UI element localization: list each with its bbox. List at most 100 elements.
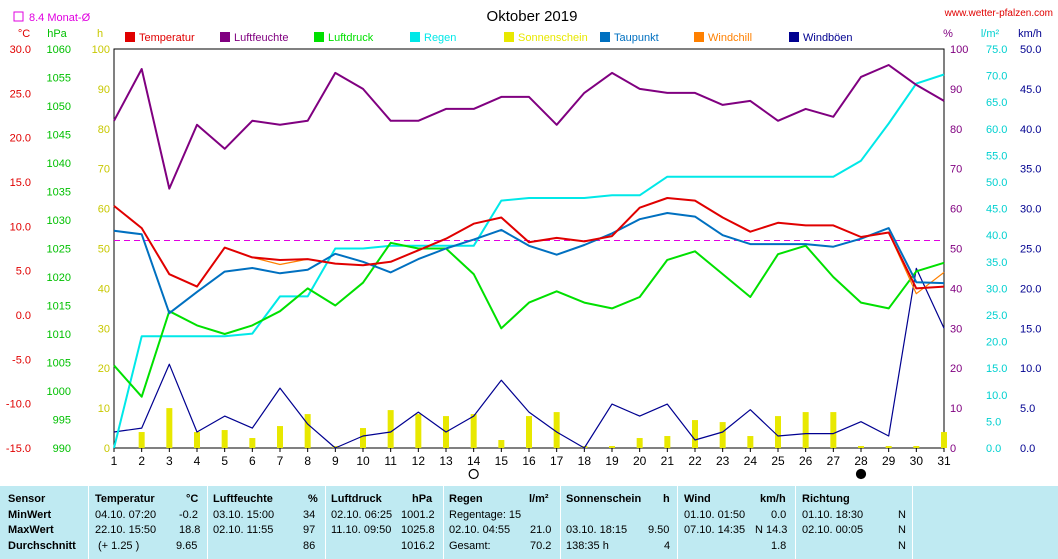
x-tick-label: 28 bbox=[854, 454, 868, 468]
legend-label-windchill: Windchill bbox=[708, 32, 752, 44]
tick-label-lm2: 15.0 bbox=[986, 363, 1007, 375]
max-hum-val: 97 bbox=[303, 524, 316, 536]
tick-label-hours: 40 bbox=[98, 283, 110, 295]
tick-label-celsius: 30.0 bbox=[10, 44, 31, 56]
tick-label-kmh: 40.0 bbox=[1020, 124, 1041, 136]
max-wind-time: 07.10. 14:35 bbox=[684, 524, 746, 536]
sunshine-bar bbox=[526, 416, 532, 448]
tick-label-hpa: 1030 bbox=[47, 215, 71, 227]
x-tick-label: 30 bbox=[910, 454, 924, 468]
tick-label-celsius: -10.0 bbox=[6, 399, 31, 411]
average-legend-icon bbox=[13, 11, 24, 22]
sunshine-bar bbox=[802, 412, 809, 448]
x-tick-label: 13 bbox=[439, 454, 453, 468]
tick-label-celsius: 10.0 bbox=[10, 221, 31, 233]
avg-temp-diff: (+ 1.25 ) bbox=[98, 540, 140, 552]
min-wind-time: 01.10. 01:50 bbox=[684, 509, 746, 521]
tick-label-kmh: 15.0 bbox=[1020, 323, 1041, 335]
min-hum-val: 34 bbox=[303, 509, 316, 521]
x-tick-label: 1 bbox=[111, 454, 118, 468]
col-temp: Temperatur bbox=[95, 493, 155, 505]
col-sun-unit: h bbox=[663, 493, 670, 505]
legend-swatch-pressure bbox=[314, 32, 324, 42]
avg-wind-val: 1.8 bbox=[771, 540, 787, 552]
avg-press-val: 1016.2 bbox=[401, 540, 435, 552]
sunshine-bar bbox=[221, 430, 228, 448]
tick-label-percent: 100 bbox=[950, 44, 968, 56]
sunshine-bar bbox=[553, 412, 560, 448]
x-tick-label: 8 bbox=[304, 454, 311, 468]
x-tick-label: 14 bbox=[467, 454, 481, 468]
col-temp-unit: °C bbox=[186, 493, 199, 505]
tick-label-hours: 0 bbox=[104, 443, 110, 455]
avg-temp-val: 9.65 bbox=[176, 540, 198, 552]
tick-label-lm2: 55.0 bbox=[986, 150, 1007, 162]
sunshine-bar bbox=[415, 414, 422, 448]
tick-label-kmh: 10.0 bbox=[1020, 363, 1041, 375]
legend-label-temperature: Temperatur bbox=[139, 32, 195, 44]
tick-label-lm2: 25.0 bbox=[986, 310, 1007, 322]
x-tick-label: 18 bbox=[578, 454, 592, 468]
sunshine-bar bbox=[941, 432, 947, 448]
legend-label-pressure: Luftdruck bbox=[328, 32, 374, 44]
sunshine-bar bbox=[747, 436, 754, 448]
tick-label-hpa: 1035 bbox=[47, 187, 71, 199]
sunshine-bar bbox=[885, 446, 892, 448]
sunshine-bar bbox=[498, 440, 505, 448]
legend-label-sunshine: Sonnenschein bbox=[518, 32, 588, 44]
unit-percent: % bbox=[943, 28, 953, 40]
x-tick-label: 24 bbox=[744, 454, 758, 468]
tick-label-percent: 50 bbox=[950, 244, 962, 256]
new-moon-icon bbox=[855, 468, 867, 480]
x-tick-label: 5 bbox=[221, 454, 228, 468]
tick-label-celsius: 20.0 bbox=[10, 133, 31, 145]
max-label: MaxWert bbox=[8, 524, 54, 536]
col-press: Luftdruck bbox=[331, 493, 382, 505]
tick-label-kmh: 0.0 bbox=[1020, 443, 1035, 455]
avg-sun-total: 138:35 h bbox=[566, 540, 609, 552]
dewpoint-line bbox=[113, 212, 945, 315]
tick-label-percent: 10 bbox=[950, 403, 962, 415]
avg-rain-val: 70.2 bbox=[530, 540, 552, 552]
max-hum-time: 02.10. 11:55 bbox=[213, 524, 274, 536]
min-dir-val: N bbox=[898, 509, 906, 521]
sunshine-bar bbox=[609, 446, 615, 448]
tick-label-percent: 40 bbox=[950, 283, 962, 295]
tick-label-kmh: 20.0 bbox=[1020, 283, 1041, 295]
average-legend-label: 8.4 Monat-Ø bbox=[29, 12, 91, 24]
stats-min-row: MinWert 04.10. 07:20 -0.2 03.10. 15:00 3… bbox=[0, 509, 1058, 524]
tick-label-hours: 30 bbox=[98, 323, 110, 335]
x-tick-label: 9 bbox=[332, 454, 339, 468]
max-wind-val: N 14.3 bbox=[755, 524, 788, 536]
x-tick-label: 27 bbox=[827, 454, 841, 468]
tick-label-lm2: 5.0 bbox=[986, 416, 1001, 428]
sunshine-bar bbox=[277, 426, 283, 448]
legend-label-dewpoint: Taupunkt bbox=[614, 32, 659, 44]
tick-label-celsius: 25.0 bbox=[10, 88, 31, 100]
tick-label-percent: 0 bbox=[950, 443, 956, 455]
legend-swatch-windchill bbox=[694, 32, 704, 42]
unit-celsius: °C bbox=[18, 28, 30, 40]
stats-max-row: MaxWert 22.10. 15:50 18.8 02.10. 11:55 9… bbox=[0, 524, 1058, 539]
sunshine-bar bbox=[830, 412, 837, 448]
x-tick-label: 25 bbox=[771, 454, 785, 468]
tick-label-hours: 50 bbox=[98, 244, 110, 256]
stats-header-row: Sensor Temperatur °C Luftfeuchte % Luftd… bbox=[0, 493, 1058, 508]
chart-header: Oktober 2019 www.wetter-pfalzen.com 8.4 Mo… bbox=[13, 8, 1053, 25]
x-tick-label: 10 bbox=[356, 454, 370, 468]
x-tick-label: 19 bbox=[605, 454, 619, 468]
sunshine-bar bbox=[387, 410, 394, 448]
tick-label-hpa: 1055 bbox=[47, 73, 71, 85]
max-dir-val: N bbox=[898, 524, 906, 536]
max-sun-val: 9.50 bbox=[648, 524, 670, 536]
col-wind-unit: km/h bbox=[760, 493, 786, 505]
sunshine-bar bbox=[470, 414, 477, 448]
col-wind: Wind bbox=[684, 493, 711, 505]
tick-label-lm2: 30.0 bbox=[986, 283, 1007, 295]
x-tick-label: 17 bbox=[550, 454, 564, 468]
legend-label-humidity: Luftfeuchte bbox=[234, 32, 288, 44]
unit-hpa: hPa bbox=[47, 28, 67, 40]
min-press-time: 02.10. 06:25 bbox=[331, 509, 393, 521]
legend-label-wind-gusts: Windböen bbox=[803, 32, 853, 44]
sunshine-bar bbox=[332, 446, 339, 448]
